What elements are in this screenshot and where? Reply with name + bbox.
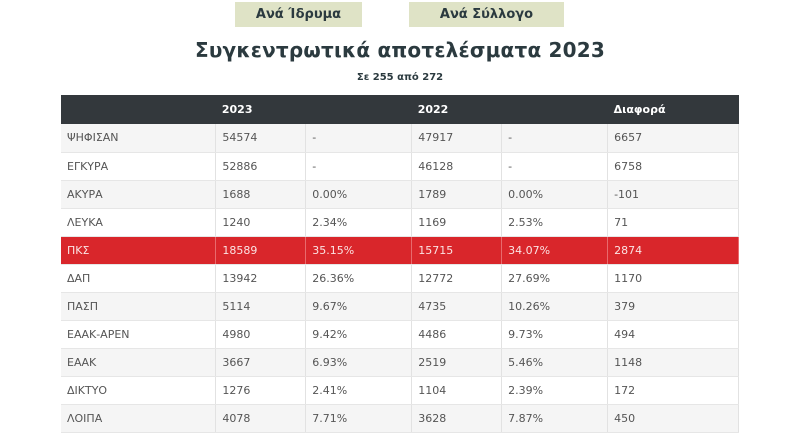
votes-2023: 1240 — [215, 208, 307, 237]
pct-2022: 27.69% — [501, 264, 609, 293]
difference: 6758 — [607, 152, 739, 181]
votes-2022: 4486 — [411, 320, 503, 349]
row-label: ΕΑΑΚ — [61, 348, 217, 377]
votes-2022: 3628 — [411, 404, 503, 433]
row-label: ΔΑΠ — [61, 264, 217, 293]
pct-2022: 34.07% — [501, 236, 609, 265]
results-table: 2023 2022 Διαφορά ΨΗΦΙΣΑΝ 54574-47917-665… — [61, 95, 739, 433]
table-row: ΨΗΦΙΣΑΝ 54574-47917-6657 — [61, 124, 739, 153]
votes-2022: 4735 — [411, 292, 503, 321]
pct-2023: 6.93% — [305, 348, 413, 377]
difference: 172 — [607, 376, 739, 405]
header-2023-pct — [305, 95, 412, 124]
votes-2022: 1789 — [411, 180, 503, 209]
votes-2023: 13942 — [215, 264, 307, 293]
pct-2022: 10.26% — [501, 292, 609, 321]
table-row: ΔΑΠ 13942 26.36% 12772 27.69% 1170 — [61, 264, 739, 293]
header-2022-pct — [501, 95, 608, 124]
votes-2023: 54574 — [215, 124, 307, 153]
votes-2023: 1688 — [215, 180, 307, 209]
difference: 1148 — [607, 348, 739, 377]
table-row: ΠΚΣ 18589 35.15% 15715 34.07% 2874 — [61, 236, 739, 265]
votes-2023: 4980 — [215, 320, 307, 349]
header-2023: 2023 — [215, 95, 306, 124]
pct-2023: 7.71% — [305, 404, 413, 433]
difference: 6657 — [607, 124, 739, 153]
difference: 1170 — [607, 264, 739, 293]
votes-2022: 2519 — [411, 348, 503, 377]
table-row: ΛΟΙΠΑ 4078 7.71% 3628 7.87% 450 — [61, 404, 739, 433]
difference: 379 — [607, 292, 739, 321]
row-label: ΕΑΑΚ-ΑΡΕΝ — [61, 320, 217, 349]
row-label: ΨΗΦΙΣΑΝ — [61, 124, 217, 153]
difference: 71 — [607, 208, 739, 237]
votes-2022: 15715 — [411, 236, 503, 265]
pct-2023: 9.42% — [305, 320, 413, 349]
table-row: ΕΑΑΚ 3667 6.93% 2519 5.46% 1148 — [61, 348, 739, 377]
pct-2022: 2.39% — [501, 376, 609, 405]
votes-2023: 5114 — [215, 292, 307, 321]
difference: 2874 — [607, 236, 739, 265]
votes-2022: 1104 — [411, 376, 503, 405]
pct-2023: - — [305, 124, 413, 153]
pct-2022: 5.46% — [501, 348, 609, 377]
page-subtitle: Σε 255 από 272 — [356, 72, 444, 83]
votes-2022: 12772 — [411, 264, 503, 293]
table-row: ΔΙΚΤΥΟ 1276 2.41% 1104 2.39% 172 — [61, 376, 739, 405]
row-label: ΔΙΚΤΥΟ — [61, 376, 217, 405]
page-title: Συγκεντρωτικά αποτελέσματα 2023 — [194, 38, 606, 62]
pct-2023: 26.36% — [305, 264, 413, 293]
pct-2022: - — [501, 124, 609, 153]
votes-2023: 1276 — [215, 376, 307, 405]
row-label: ΑΚΥΡΑ — [61, 180, 217, 209]
pct-2022: 0.00% — [501, 180, 609, 209]
by-association-button[interactable]: Ανά Σύλλογο — [409, 2, 564, 27]
table-row: ΕΓΚΥΡΑ 52886-46128-6758 — [61, 152, 739, 181]
pct-2023: 9.67% — [305, 292, 413, 321]
pct-2023: 2.41% — [305, 376, 413, 405]
pct-2023: - — [305, 152, 413, 181]
votes-2022: 1169 — [411, 208, 503, 237]
pct-2023: 0.00% — [305, 180, 413, 209]
header-label — [61, 95, 216, 124]
table-row: ΠΑΣΠ 5114 9.67% 4735 10.26% 379 — [61, 292, 739, 321]
pct-2023: 35.15% — [305, 236, 413, 265]
votes-2023: 52886 — [215, 152, 307, 181]
pct-2023: 2.34% — [305, 208, 413, 237]
row-label: ΛΟΙΠΑ — [61, 404, 217, 433]
table-row: ΕΑΑΚ-ΑΡΕΝ 4980 9.42% 4486 9.73% 494 — [61, 320, 739, 349]
table-header-row: 2023 2022 Διαφορά — [61, 95, 739, 124]
difference: 450 — [607, 404, 739, 433]
difference: -101 — [607, 180, 739, 209]
pct-2022: 7.87% — [501, 404, 609, 433]
row-label: ΕΓΚΥΡΑ — [61, 152, 217, 181]
pct-2022: - — [501, 152, 609, 181]
row-label: ΠΚΣ — [61, 236, 217, 265]
pct-2022: 9.73% — [501, 320, 609, 349]
row-label: ΛΕΥΚΑ — [61, 208, 217, 237]
table-row: ΑΚΥΡΑ 1688 0.00% 1789 0.00% -101 — [61, 180, 739, 209]
votes-2022: 47917 — [411, 124, 503, 153]
votes-2022: 46128 — [411, 152, 503, 181]
row-label: ΠΑΣΠ — [61, 292, 217, 321]
table-row: ΛΕΥΚΑ 1240 2.34% 1169 2.53% 71 — [61, 208, 739, 237]
votes-2023: 18589 — [215, 236, 307, 265]
pct-2022: 2.53% — [501, 208, 609, 237]
votes-2023: 3667 — [215, 348, 307, 377]
by-institution-button[interactable]: Ανά Ίδρυμα — [235, 2, 362, 27]
header-2022: 2022 — [411, 95, 502, 124]
difference: 494 — [607, 320, 739, 349]
header-difference: Διαφορά — [607, 95, 739, 124]
votes-2023: 4078 — [215, 404, 307, 433]
